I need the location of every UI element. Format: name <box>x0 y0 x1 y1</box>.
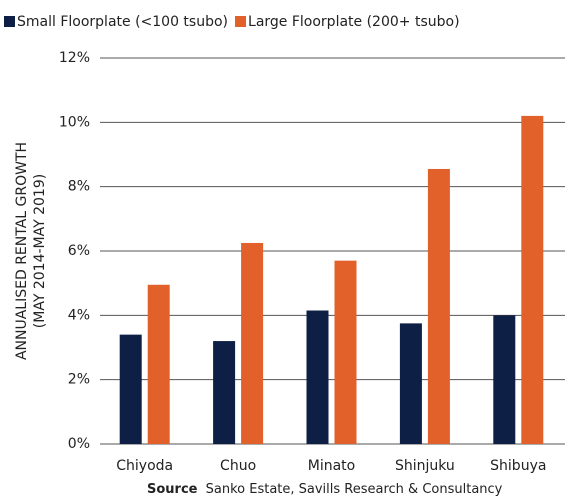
source: Source Sanko Estate, Savills Research & … <box>147 482 503 497</box>
bar <box>306 310 329 444</box>
bar <box>493 315 516 444</box>
x-tick-label: Minato <box>308 458 355 474</box>
bar <box>427 168 450 444</box>
bar <box>147 284 170 444</box>
y-tick-label: 0% <box>68 436 90 452</box>
bar <box>334 260 357 444</box>
x-tick-label: Shinjuku <box>395 458 455 474</box>
bar <box>119 334 142 444</box>
y-tick-label: 4% <box>68 307 90 323</box>
bar <box>399 323 422 444</box>
bar <box>521 115 544 445</box>
bar <box>213 341 236 444</box>
y-tick-label: 12% <box>59 50 90 66</box>
x-tick-label: Shibuya <box>490 458 546 474</box>
source-text: Sanko Estate, Savills Research & Consult… <box>206 482 503 497</box>
y-tick-label: 2% <box>68 372 90 388</box>
legend-label: Large Floorplate (200+ tsubo) <box>248 14 460 30</box>
y-axis-label: (MAY 2014-MAY 2019) <box>32 174 48 328</box>
y-tick-label: 6% <box>68 243 90 259</box>
y-axis-label: ANNUALISED RENTAL GROWTH <box>14 142 30 360</box>
x-tick-label: Chuo <box>220 458 256 474</box>
legend-label: Small Floorplate (<100 tsubo) <box>17 14 228 30</box>
x-tick-label: Chiyoda <box>116 458 173 474</box>
y-tick-label: 8% <box>68 179 90 195</box>
bar <box>241 242 264 444</box>
y-tick-label: 10% <box>59 114 90 130</box>
legend-swatch <box>4 16 15 27</box>
source-label: Source <box>147 482 198 497</box>
legend-swatch <box>235 16 247 27</box>
